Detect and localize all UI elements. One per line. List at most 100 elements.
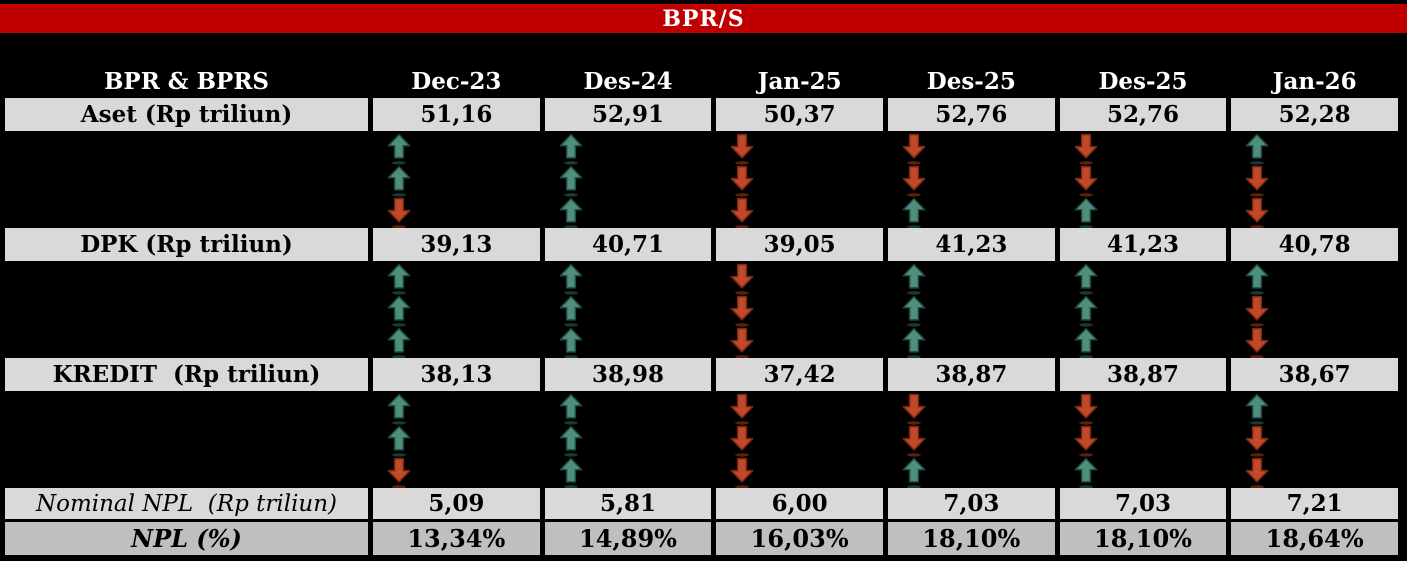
up-arrow-icon (558, 327, 584, 359)
row-nominal-npl-label: Nominal NPL (Rp triliun) (5, 488, 368, 519)
row-kredit-value: 38,13 (373, 358, 540, 391)
up-arrow-icon (386, 393, 412, 425)
down-arrow-icon (901, 165, 927, 197)
up-arrow-icon (1073, 295, 1099, 327)
up-arrow-icon (558, 457, 584, 489)
down-arrow-icon (1244, 197, 1270, 229)
row-npl-pct-value: 18,10% (1059, 522, 1227, 555)
up-arrow-icon (386, 263, 412, 295)
row-aset-value: 52,91 (544, 98, 712, 131)
row-aset-value: 50,37 (716, 98, 883, 131)
down-arrow-icon (729, 457, 755, 489)
trend-arrows-cell (373, 391, 540, 491)
row-aset-value: 52,28 (1231, 98, 1398, 131)
row-kredit-value: 38,67 (1231, 358, 1398, 391)
up-arrow-icon (901, 263, 927, 295)
row-dpk-value: 39,05 (716, 228, 883, 261)
table-grid: BPR & BPRS Dec-23 Des-24 Jan-25 Des-25 Des-25… (0, 33, 1407, 555)
up-arrow-icon (1244, 133, 1270, 165)
up-arrow-icon (558, 393, 584, 425)
trend-arrows-cell (888, 391, 1055, 491)
down-arrow-icon (729, 197, 755, 229)
trend-arrows-cell (716, 391, 883, 491)
down-arrow-icon (901, 425, 927, 457)
row-nominal-npl-value: 5,09 (373, 488, 540, 519)
trend-arrows-cell (545, 391, 712, 491)
up-arrow-icon (1244, 393, 1270, 425)
trend-arrows-label-spacer (5, 391, 368, 491)
trend-arrows-block (5, 131, 1398, 231)
row-aset: Aset (Rp triliun) 51,16 52,91 50,37 52,76 52,… (5, 98, 1398, 131)
trend-arrows-cell (716, 261, 883, 361)
row-npl-pct-value: 14,89% (544, 522, 712, 555)
trend-arrows-cell (716, 131, 883, 231)
header-cell-period: Jan-25 (757, 68, 842, 95)
down-arrow-icon (1073, 393, 1099, 425)
row-npl-pct-value: 13,34% (373, 522, 540, 555)
down-arrow-icon (1073, 133, 1099, 165)
row-nominal-npl: Nominal NPL (Rp triliun) 5,09 5,81 6,00 7,03… (5, 488, 1398, 519)
down-arrow-icon (1073, 425, 1099, 457)
trend-arrows-cell (1231, 261, 1398, 361)
up-arrow-icon (901, 197, 927, 229)
row-nominal-npl-value: 5,81 (544, 488, 712, 519)
down-arrow-icon (1244, 457, 1270, 489)
up-arrow-icon (386, 165, 412, 197)
up-arrow-icon (558, 165, 584, 197)
row-dpk-value: 39,13 (373, 228, 540, 261)
row-aset-label: Aset (Rp triliun) (5, 98, 368, 131)
up-arrow-icon (558, 197, 584, 229)
up-arrow-icon (901, 295, 927, 327)
row-nominal-npl-value: 7,03 (888, 488, 1055, 519)
up-arrow-icon (386, 327, 412, 359)
down-arrow-icon (386, 457, 412, 489)
title-band: BPR/S (0, 4, 1407, 33)
row-aset-value: 52,76 (1059, 98, 1227, 131)
header-cell-label: BPR & BPRS (103, 68, 270, 95)
row-nominal-npl-value: 7,03 (1059, 488, 1227, 519)
row-aset-value: 51,16 (373, 98, 540, 131)
down-arrow-icon (729, 393, 755, 425)
up-arrow-icon (901, 457, 927, 489)
trend-arrows-cell (1060, 261, 1227, 361)
up-arrow-icon (558, 295, 584, 327)
down-arrow-icon (901, 393, 927, 425)
row-nominal-npl-value: 7,21 (1231, 488, 1398, 519)
down-arrow-icon (729, 425, 755, 457)
down-arrow-icon (729, 327, 755, 359)
row-kredit-label: KREDIT (Rp triliun) (5, 358, 368, 391)
trend-arrows-cell (888, 261, 1055, 361)
row-kredit-value: 38,87 (1059, 358, 1227, 391)
header-cell-period: Des-24 (583, 68, 673, 95)
up-arrow-icon (1073, 263, 1099, 295)
down-arrow-icon (729, 133, 755, 165)
down-arrow-icon (729, 165, 755, 197)
down-arrow-icon (729, 263, 755, 295)
row-npl-pct-value: 18,64% (1231, 522, 1398, 555)
up-arrow-icon (1244, 263, 1270, 295)
down-arrow-icon (386, 197, 412, 229)
header-row: BPR & BPRS Dec-23 Des-24 Jan-25 Des-25 Des-25… (5, 64, 1398, 98)
up-arrow-icon (1073, 457, 1099, 489)
up-arrow-icon (386, 133, 412, 165)
trend-arrows-block (5, 261, 1398, 361)
row-kredit-value: 37,42 (716, 358, 883, 391)
row-npl-pct-value: 16,03% (716, 522, 883, 555)
row-dpk-value: 40,78 (1231, 228, 1398, 261)
page-title: BPR/S (662, 5, 745, 32)
down-arrow-icon (1244, 425, 1270, 457)
trend-arrows-cell (545, 261, 712, 361)
header-cell-period: Dec-23 (411, 68, 502, 95)
row-nominal-npl-value: 6,00 (716, 488, 883, 519)
trend-arrows-cell (373, 131, 540, 231)
up-arrow-icon (558, 133, 584, 165)
header-cell-period: Des-25 (1098, 68, 1188, 95)
up-arrow-icon (1073, 327, 1099, 359)
trend-arrows-cell (1231, 131, 1398, 231)
row-dpk-value: 41,23 (888, 228, 1055, 261)
trend-arrows-cell (1231, 391, 1398, 491)
trend-arrows-cell (1060, 131, 1227, 231)
trend-arrows-cell (1060, 391, 1227, 491)
down-arrow-icon (1244, 327, 1270, 359)
row-npl-pct: NPL (%) 13,34% 14,89% 16,03% 18,10% 18,10% 18,… (5, 522, 1398, 555)
